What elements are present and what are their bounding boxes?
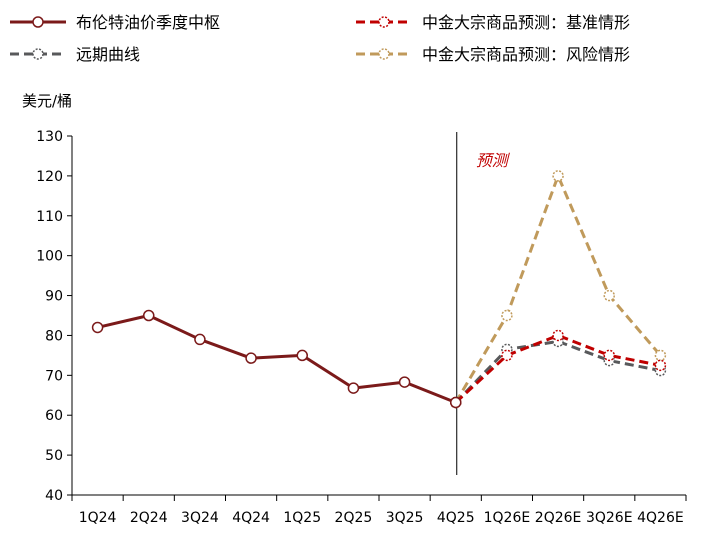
x-tick-label: 1Q26E bbox=[484, 510, 531, 526]
series-line bbox=[454, 333, 661, 404]
legend-label: 中金大宗商品预测：风险情形 bbox=[422, 45, 630, 64]
legend-item: 中金大宗商品预测：风险情形 bbox=[356, 45, 630, 64]
x-tick-label: 4Q24 bbox=[232, 510, 270, 526]
data-point bbox=[194, 333, 206, 346]
y-tick-label: 130 bbox=[36, 129, 63, 145]
x-tick-label: 1Q25 bbox=[283, 510, 321, 526]
data-point bbox=[143, 309, 155, 322]
x-tick-label: 2Q26E bbox=[535, 510, 582, 526]
legend-marker bbox=[378, 48, 390, 60]
y-tick-label: 110 bbox=[36, 209, 63, 225]
data-point bbox=[501, 309, 513, 322]
y-tick-label: 40 bbox=[45, 488, 63, 504]
x-tick-label: 2Q25 bbox=[335, 510, 373, 526]
legend-marker bbox=[378, 16, 390, 28]
data-point bbox=[296, 349, 308, 362]
series-line bbox=[454, 339, 661, 404]
legend-item: 布伦特油价季度中枢 bbox=[10, 13, 220, 32]
data-point bbox=[91, 321, 104, 334]
data-point bbox=[245, 352, 257, 364]
x-tick-label: 3Q25 bbox=[386, 510, 424, 526]
series-0 bbox=[91, 309, 462, 409]
data-point bbox=[603, 289, 615, 302]
data-point bbox=[654, 359, 667, 372]
legend-marker bbox=[32, 16, 44, 28]
legend-label: 远期曲线 bbox=[76, 45, 140, 64]
y-tick-label: 80 bbox=[45, 328, 63, 344]
y-tick-label: 90 bbox=[45, 289, 63, 305]
x-tick-label: 2Q24 bbox=[130, 510, 168, 526]
y-tick-label: 70 bbox=[45, 368, 63, 384]
data-point bbox=[654, 349, 667, 362]
series-1 bbox=[450, 335, 667, 409]
data-point bbox=[552, 170, 564, 182]
data-point bbox=[450, 396, 462, 409]
x-tick-label: 3Q24 bbox=[181, 510, 219, 526]
y-axis-unit-label: 美元/桶 bbox=[22, 92, 72, 110]
data-point bbox=[347, 382, 360, 394]
legend-item: 中金大宗商品预测：基准情形 bbox=[356, 13, 630, 32]
x-tick-labels: 1Q24 2Q24 3Q24 4Q24 1Q25 2Q25 3Q25 4Q25 1Q26E 2Q2… bbox=[79, 510, 684, 526]
forecast-annotation: 预测 bbox=[476, 151, 511, 170]
legend-label: 布伦特油价季度中枢 bbox=[76, 13, 220, 32]
x-tick-label: 1Q24 bbox=[79, 510, 117, 526]
legend-label: 中金大宗商品预测：基准情形 bbox=[422, 13, 630, 32]
legend-marker bbox=[32, 48, 44, 60]
data-point bbox=[398, 376, 411, 388]
series-line bbox=[97, 314, 457, 404]
y-tick-labels: 40 50 60 70 80 90 100 110 120 130 bbox=[36, 129, 63, 504]
data-point bbox=[603, 349, 615, 362]
x-tick-label: 4Q25 bbox=[437, 510, 475, 526]
x-tick-label: 3Q26E bbox=[586, 510, 633, 526]
data-point bbox=[501, 349, 513, 362]
y-tick-label: 100 bbox=[36, 249, 63, 265]
axes bbox=[67, 135, 687, 501]
y-tick-label: 50 bbox=[45, 448, 63, 464]
legend-item: 远期曲线 bbox=[10, 45, 140, 64]
series-3 bbox=[450, 170, 667, 409]
x-tick-label: 4Q26E bbox=[637, 510, 684, 526]
y-tick-label: 60 bbox=[45, 408, 63, 424]
series-group bbox=[91, 170, 667, 409]
data-point bbox=[552, 329, 564, 342]
y-tick-label: 120 bbox=[36, 169, 63, 185]
